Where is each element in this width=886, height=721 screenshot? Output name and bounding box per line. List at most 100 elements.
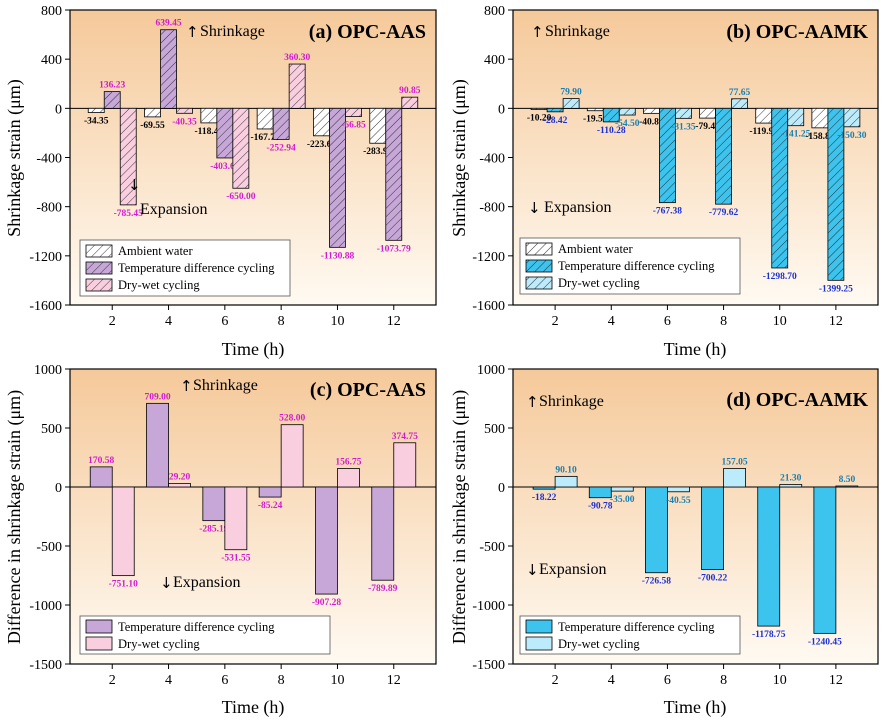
- legend-label-c-0: Temperature difference cycling: [118, 620, 275, 634]
- data-label-a-s1-10: -1130.88: [321, 251, 355, 261]
- bar-d-s1-8: [723, 468, 746, 488]
- bar-hatch-b-s1-6: [659, 108, 676, 203]
- panel-a: -34.35 -69.55 -118.45 -167.70 -223.60 -283.90…: [4, 4, 437, 360]
- ylabel-c: Difference in shrinkage strain (μm): [4, 390, 25, 644]
- legend-label-b-1: Temperature difference cycling: [558, 259, 715, 273]
- ylabel-b: Shrinkage strain (μm): [449, 79, 470, 237]
- panel-c: 170.58 709.00 -285.19 -85.24 -907.28 -789.89 -…: [4, 363, 437, 718]
- data-label-b-s0-10: -119.95: [749, 127, 778, 137]
- up-arrow-icon-d: ↑: [526, 393, 539, 411]
- y-tick-label-b-6: -1600: [472, 299, 505, 314]
- data-label-b-s2-8: 77.65: [729, 88, 751, 98]
- y-tick-label-d-1: 500: [484, 422, 505, 437]
- bar-hatch-a-s1-10: [329, 108, 346, 248]
- bar-c-s0-6: [202, 486, 226, 522]
- bar-hatch-a-s1-6: [216, 108, 233, 158]
- x-tick-label-c-5: 12: [387, 673, 401, 688]
- data-label-a-s0-8: -167.70: [251, 133, 281, 143]
- xlabel-a: Time (h): [222, 339, 285, 360]
- up-arrow-icon-a: ↑: [186, 23, 199, 41]
- data-label-b-s1-6: -767.38: [653, 207, 683, 217]
- x-tick-label-b-4: 10: [773, 314, 787, 329]
- x-tick-label-a-2: 6: [221, 314, 228, 329]
- x-tick-label-b-3: 8: [720, 314, 727, 329]
- data-label-a-s2-8: 360.30: [284, 53, 310, 63]
- bar-c-s0-2: [89, 466, 113, 488]
- data-label-d-s1-8: 157.05: [722, 457, 748, 467]
- x-tick-label-d-5: 12: [829, 673, 843, 688]
- y-tick-label-b-3: -400: [479, 152, 505, 167]
- bar-hatch-a-s1-2: [104, 91, 121, 109]
- legend-c: Temperature difference cycling Dry-wet c…: [79, 615, 331, 655]
- data-label-a-s2-2: -785.45: [114, 209, 144, 219]
- y-tick-label-c-5: -1500: [29, 658, 62, 673]
- shrinkage-note-c: Shrinkage: [193, 377, 258, 394]
- data-label-b-s0-2: -10.20: [527, 114, 552, 124]
- legend-label-a-1: Temperature difference cycling: [118, 261, 275, 275]
- y-tick-label-d-3: -500: [479, 540, 505, 555]
- shrinkage-note-d: Shrinkage: [539, 393, 604, 410]
- data-label-d-s0-8: -700.22: [698, 574, 728, 584]
- data-label-b-s2-6: -81.35: [671, 122, 696, 132]
- x-tick-label-a-1: 4: [165, 314, 172, 329]
- data-label-d-s1-10: 21.30: [780, 473, 802, 483]
- x-tick-label-c-3: 8: [278, 673, 285, 688]
- data-label-c-s1-12: 374.75: [392, 432, 418, 442]
- data-label-a-s0-2: -34.35: [84, 117, 109, 127]
- panel-d: -18.22 -90.78 -726.58 -700.22 -1178.75 -1240.…: [449, 363, 879, 718]
- x-tick-label-b-2: 6: [664, 314, 671, 329]
- bar-hatch-a-s2-6: [232, 108, 249, 189]
- data-label-c-s1-2: -751.10: [109, 580, 139, 590]
- x-tick-label-b-1: 4: [608, 314, 615, 329]
- bar-hatch-a-s2-8: [289, 64, 306, 109]
- data-label-d-s0-12: -1240.45: [808, 637, 842, 647]
- data-label-a-s2-4: -40.35: [172, 117, 197, 127]
- xlabel-b: Time (h): [664, 339, 727, 360]
- data-label-b-s0-8: -79.40: [695, 122, 720, 132]
- legend-swatch-d-1: [525, 636, 553, 651]
- data-label-c-s1-8: 528.00: [279, 414, 305, 424]
- bar-hatch-a-s1-12: [385, 108, 402, 241]
- bar-hatch-a-s0-4: [144, 108, 161, 117]
- data-label-c-s0-6: -285.19: [199, 525, 229, 535]
- bar-hatch-a-s0-2: [88, 108, 105, 113]
- bar-hatch-b-s0-12: [811, 108, 828, 128]
- legend-swatch-c-1: [85, 636, 113, 651]
- data-label-b-s1-2: -28.42: [543, 116, 568, 126]
- bar-c-s0-10: [315, 486, 338, 595]
- bar-hatch-a-s0-12: [369, 108, 386, 144]
- y-tick-label-a-0: 800: [41, 4, 62, 19]
- bar-c-s1-8: [280, 424, 304, 488]
- ticks-a: 800 400 0 -400 -800 -1200 -1600 2 4 6 8 10 12: [29, 4, 400, 329]
- down-arrow-icon-d: ↓: [526, 561, 539, 579]
- data-label-d-s1-2: 90.10: [555, 465, 577, 475]
- legend-hatch-a-2: [86, 279, 112, 291]
- legend-hatch-b-1: [526, 260, 552, 272]
- y-tick-label-b-5: -1200: [472, 250, 505, 265]
- bar-hatch-a-s0-6: [200, 108, 217, 123]
- bar-c-s0-12: [371, 486, 395, 581]
- data-label-c-s1-6: -531.55: [221, 554, 251, 564]
- bar-hatch-b-s0-4: [587, 108, 604, 111]
- data-label-d-s1-12: 8.50: [839, 475, 856, 485]
- bar-hatch-b-s2-12: [843, 108, 860, 127]
- bar-hatch-b-s2-10: [787, 108, 804, 126]
- y-tick-label-d-5: -1500: [472, 658, 505, 673]
- bar-d-s1-10: [779, 484, 803, 488]
- bar-hatch-a-s2-2: [120, 108, 137, 205]
- legend-label-b-0: Ambient water: [558, 242, 633, 256]
- ticks-d: 1000 500 0 -500 -1000 -1500 2 4 6 8 10 12: [472, 363, 843, 688]
- chart-title-d: (d) OPC-AAMK: [726, 389, 868, 411]
- xlabel-d: Time (h): [664, 697, 727, 718]
- expansion-note-c: Expansion: [173, 574, 241, 591]
- bar-d-s0-4: [588, 486, 612, 499]
- bar-hatch-a-s2-10: [345, 108, 362, 117]
- y-tick-label-c-3: -500: [36, 540, 62, 555]
- y-tick-label-b-2: 0: [498, 102, 505, 117]
- marks-d: -18.22 -90.78 -726.58 -700.22 -1178.75 -1240.…: [513, 457, 878, 647]
- chart-title-b: (b) OPC-AAMK: [726, 21, 868, 43]
- bar-d-s0-10: [757, 486, 781, 627]
- bar-hatch-b-s1-8: [715, 108, 732, 205]
- x-tick-label-a-3: 8: [278, 314, 285, 329]
- ylabel-d: Difference in shrinkage strain (μm): [449, 390, 470, 644]
